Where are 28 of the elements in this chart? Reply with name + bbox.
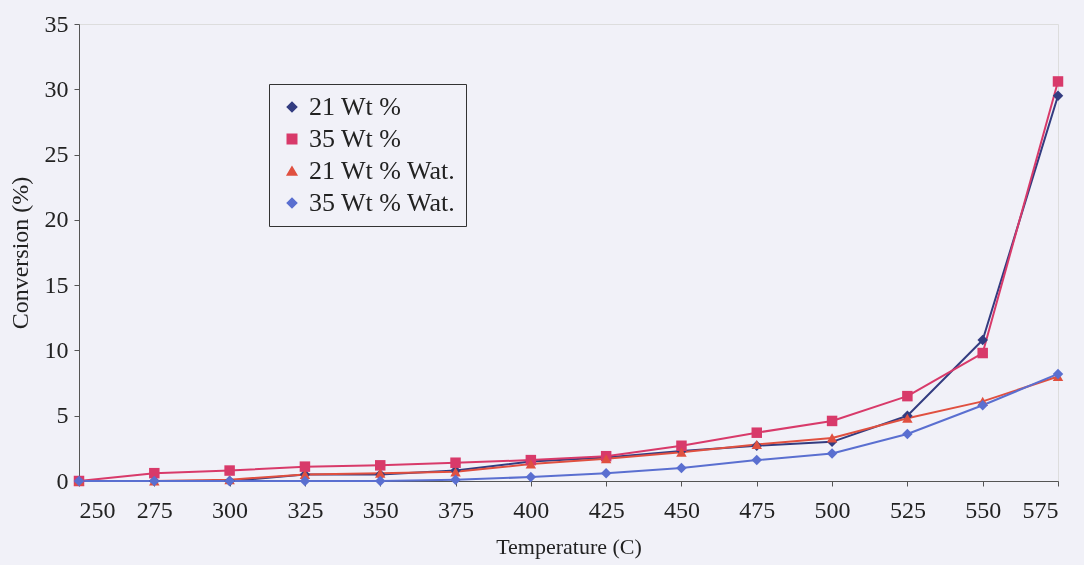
y-tick-label: 15 <box>44 271 69 298</box>
y-axis-title: Conversion (%) <box>6 176 33 330</box>
x-tick-label: 550 <box>965 496 1002 523</box>
x-tick-label: 500 <box>814 496 851 523</box>
y-tick-label: 20 <box>44 206 69 233</box>
x-tick-label: 525 <box>889 496 926 523</box>
x-tick-label: 300 <box>212 496 249 523</box>
x-tick-label: 325 <box>287 496 324 523</box>
legend-label: 35 Wt % <box>309 124 401 153</box>
x-tick-label: 450 <box>663 496 700 523</box>
x-tick-label: 350 <box>362 496 399 523</box>
y-tick-label: 35 <box>44 10 69 37</box>
y-tick-label: 25 <box>44 141 69 168</box>
x-tick-label: 375 <box>438 496 475 523</box>
x-tick-label: 275 <box>136 496 173 523</box>
x-tick-label: 400 <box>513 496 550 523</box>
y-tick-label: 30 <box>44 75 69 102</box>
legend-label: 35 Wt % Wat. <box>309 188 455 217</box>
x-tick-label: 250 <box>79 496 116 523</box>
x-axis-title: Temperature (C) <box>496 533 642 559</box>
y-tick-label: 10 <box>44 336 69 363</box>
legend-label: 21 Wt % <box>309 92 401 121</box>
x-tick-label: 575 <box>1022 496 1059 523</box>
y-tick-label: 0 <box>56 467 69 494</box>
x-tick-label: 425 <box>588 496 625 523</box>
legend-label: 21 Wt % Wat. <box>309 156 455 185</box>
x-tick-label: 475 <box>739 496 776 523</box>
y-tick-label: 5 <box>56 402 69 429</box>
